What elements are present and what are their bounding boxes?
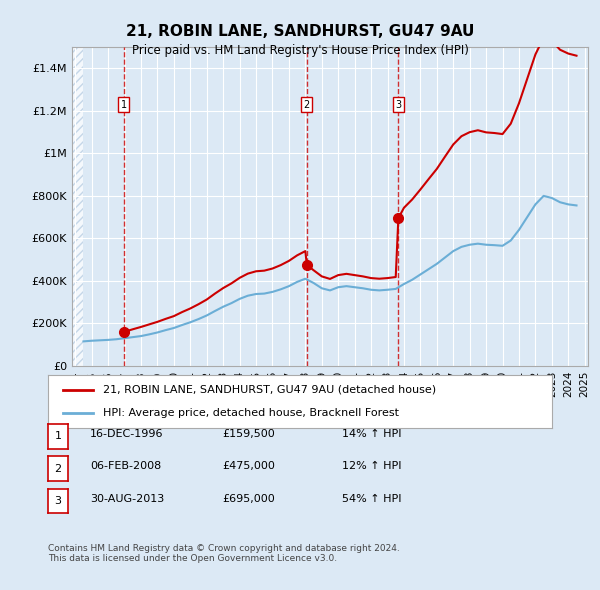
Text: 2: 2 bbox=[304, 100, 310, 110]
Text: Price paid vs. HM Land Registry's House Price Index (HPI): Price paid vs. HM Land Registry's House … bbox=[131, 44, 469, 57]
Text: 21, ROBIN LANE, SANDHURST, GU47 9AU (detached house): 21, ROBIN LANE, SANDHURST, GU47 9AU (det… bbox=[103, 385, 437, 395]
Text: £159,500: £159,500 bbox=[222, 429, 275, 438]
Text: 3: 3 bbox=[395, 100, 401, 110]
Text: 14% ↑ HPI: 14% ↑ HPI bbox=[342, 429, 401, 438]
Bar bbox=[72, 47, 83, 366]
Text: 30-AUG-2013: 30-AUG-2013 bbox=[90, 494, 164, 503]
Text: 54% ↑ HPI: 54% ↑ HPI bbox=[342, 494, 401, 503]
Text: £475,000: £475,000 bbox=[222, 461, 275, 471]
Text: 1: 1 bbox=[55, 431, 61, 441]
Text: Contains HM Land Registry data © Crown copyright and database right 2024.
This d: Contains HM Land Registry data © Crown c… bbox=[48, 544, 400, 563]
Text: 21, ROBIN LANE, SANDHURST, GU47 9AU: 21, ROBIN LANE, SANDHURST, GU47 9AU bbox=[126, 24, 474, 38]
Text: 2: 2 bbox=[55, 464, 61, 474]
Text: 16-DEC-1996: 16-DEC-1996 bbox=[90, 429, 163, 438]
Text: 06-FEB-2008: 06-FEB-2008 bbox=[90, 461, 161, 471]
Text: £695,000: £695,000 bbox=[222, 494, 275, 503]
Text: 3: 3 bbox=[55, 496, 61, 506]
Text: HPI: Average price, detached house, Bracknell Forest: HPI: Average price, detached house, Brac… bbox=[103, 408, 400, 418]
Text: 1: 1 bbox=[121, 100, 127, 110]
Text: 12% ↑ HPI: 12% ↑ HPI bbox=[342, 461, 401, 471]
